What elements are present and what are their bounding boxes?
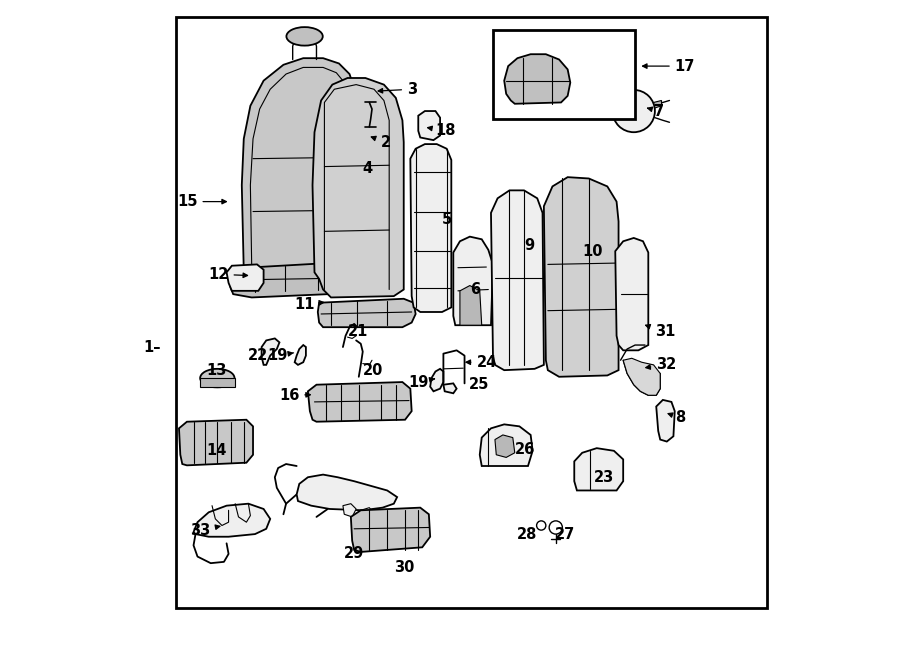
Text: 20: 20 [363,363,383,377]
Text: 1–: 1– [143,340,160,354]
Polygon shape [491,190,544,370]
Polygon shape [454,237,493,325]
Text: 18: 18 [428,124,456,138]
Text: 24: 24 [466,355,497,369]
Polygon shape [194,504,270,537]
Text: 23: 23 [594,470,615,485]
Polygon shape [242,58,359,283]
Text: 16: 16 [279,388,310,403]
Circle shape [549,521,562,534]
Polygon shape [653,100,662,108]
Polygon shape [623,358,661,395]
Text: 30: 30 [394,560,414,574]
Text: 33: 33 [191,523,220,537]
Text: 21: 21 [347,325,368,339]
Text: 29: 29 [344,547,364,561]
Text: 17: 17 [643,59,695,73]
Polygon shape [312,78,404,297]
Text: 31: 31 [645,325,675,339]
Polygon shape [544,177,618,377]
Ellipse shape [286,27,323,46]
Polygon shape [480,424,533,466]
Text: 32: 32 [646,358,677,372]
Polygon shape [179,420,253,465]
Polygon shape [262,338,280,365]
Polygon shape [351,508,430,552]
Text: 6: 6 [470,282,480,297]
Text: 2: 2 [372,135,391,149]
Polygon shape [616,238,648,350]
Polygon shape [227,264,264,291]
Text: 8: 8 [668,410,685,425]
Polygon shape [297,475,397,510]
Polygon shape [308,382,411,422]
Text: 9: 9 [524,239,535,253]
Polygon shape [460,286,482,325]
Text: 4: 4 [363,161,373,176]
Text: 28: 28 [517,527,537,541]
Text: 14: 14 [207,444,227,458]
Polygon shape [430,369,444,391]
Text: 19: 19 [409,375,435,389]
Polygon shape [361,508,374,521]
Text: 26: 26 [515,442,535,457]
Polygon shape [230,262,384,297]
Polygon shape [495,435,515,457]
Polygon shape [504,54,571,104]
Polygon shape [444,383,456,393]
Bar [493,30,635,119]
Text: 22: 22 [248,348,268,363]
Text: 15: 15 [177,194,227,209]
Polygon shape [200,378,235,387]
Polygon shape [656,400,675,442]
Text: 11: 11 [294,297,324,311]
Polygon shape [574,448,623,490]
Text: 12: 12 [208,267,248,282]
Polygon shape [343,504,356,517]
Ellipse shape [200,369,235,387]
Text: 19: 19 [267,348,293,363]
Polygon shape [318,299,416,327]
Polygon shape [294,345,306,365]
Text: 3: 3 [378,82,418,97]
Text: 13: 13 [207,363,227,377]
Text: 27: 27 [554,527,575,541]
Text: 25: 25 [469,377,489,392]
Text: 10: 10 [582,244,603,258]
Bar [176,17,768,608]
Text: 5: 5 [442,212,453,227]
Polygon shape [410,144,451,312]
Circle shape [536,521,545,530]
Polygon shape [418,111,440,140]
Circle shape [613,90,655,132]
Text: 7: 7 [647,104,663,118]
